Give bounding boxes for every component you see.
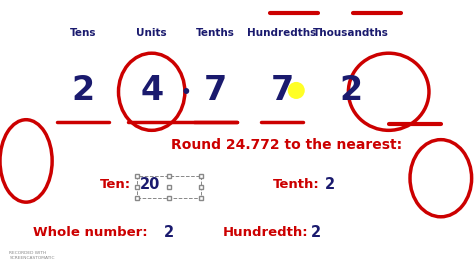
Text: Tenth:: Tenth:: [273, 178, 319, 191]
Bar: [137, 176, 201, 198]
Text: 7: 7: [270, 74, 294, 107]
Text: 2: 2: [325, 177, 335, 192]
Text: Tens: Tens: [70, 28, 96, 38]
Text: 7: 7: [204, 74, 228, 107]
Ellipse shape: [288, 82, 305, 99]
Text: Round 24.772 to the nearest:: Round 24.772 to the nearest:: [171, 138, 402, 152]
Text: •: •: [181, 84, 191, 102]
Text: 2: 2: [339, 74, 362, 107]
Text: Tenths: Tenths: [196, 28, 235, 38]
Text: Hundredths: Hundredths: [247, 28, 317, 38]
Text: Units: Units: [137, 28, 167, 38]
Text: Whole number:: Whole number:: [33, 226, 148, 239]
Text: 2: 2: [72, 74, 94, 107]
Text: RECORDED WITH
SCREENCASTOMATIC: RECORDED WITH SCREENCASTOMATIC: [9, 251, 55, 260]
Text: 4: 4: [140, 74, 163, 107]
Text: Ten:: Ten:: [100, 178, 131, 191]
Text: Hundredth:: Hundredth:: [223, 226, 309, 239]
Text: 2: 2: [310, 225, 320, 240]
Text: 20: 20: [140, 177, 160, 192]
Text: 2: 2: [164, 225, 173, 240]
Text: Thousandths: Thousandths: [313, 28, 389, 38]
